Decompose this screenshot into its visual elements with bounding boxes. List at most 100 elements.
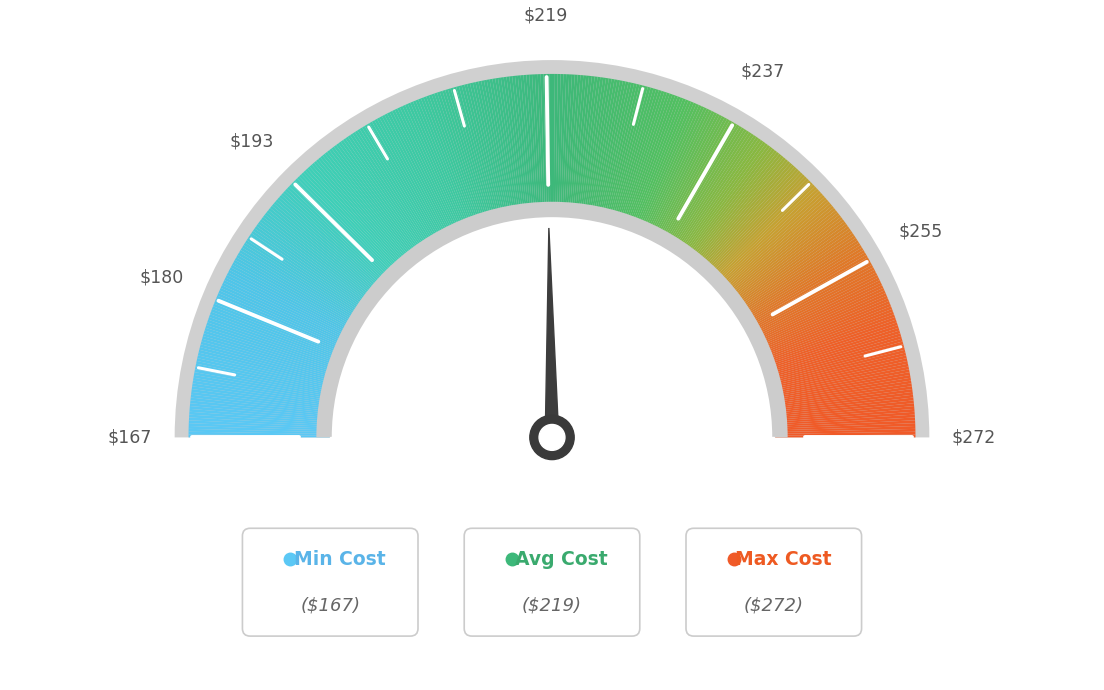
Wedge shape [418,99,473,231]
Wedge shape [331,147,418,261]
Wedge shape [595,81,626,220]
Wedge shape [199,347,337,384]
Wedge shape [761,314,895,364]
Wedge shape [329,148,417,262]
Wedge shape [694,159,788,269]
Wedge shape [680,140,763,257]
Wedge shape [702,170,800,276]
Text: $180: $180 [139,268,183,286]
Wedge shape [669,129,746,250]
Wedge shape [699,165,795,272]
Wedge shape [299,175,399,278]
Wedge shape [194,369,335,397]
Wedge shape [282,193,388,289]
Wedge shape [736,235,856,315]
Wedge shape [237,253,361,326]
Wedge shape [233,260,359,331]
Wedge shape [245,240,365,319]
Wedge shape [213,304,346,357]
Wedge shape [203,333,340,375]
Wedge shape [671,130,750,251]
Wedge shape [683,145,771,260]
Wedge shape [698,163,793,271]
Wedge shape [747,265,873,334]
Wedge shape [189,426,330,432]
Wedge shape [735,233,854,314]
Wedge shape [692,155,784,266]
Wedge shape [588,79,615,219]
Wedge shape [583,77,606,218]
Wedge shape [649,111,714,239]
Wedge shape [318,157,411,268]
Wedge shape [546,74,550,216]
Wedge shape [765,339,903,379]
Wedge shape [232,262,358,332]
Wedge shape [189,429,330,434]
Wedge shape [677,137,758,255]
Wedge shape [733,228,851,311]
Wedge shape [713,188,819,287]
Wedge shape [774,426,915,432]
Wedge shape [552,74,555,216]
Wedge shape [766,344,904,382]
Wedge shape [554,74,558,216]
Wedge shape [580,77,601,217]
Wedge shape [753,285,883,346]
Wedge shape [263,215,376,303]
Wedge shape [740,245,862,322]
Wedge shape [678,139,761,256]
Wedge shape [668,128,744,249]
Wedge shape [772,386,912,408]
Wedge shape [562,75,572,216]
Wedge shape [397,108,459,237]
Wedge shape [750,273,878,338]
Wedge shape [507,77,526,217]
Wedge shape [503,77,524,217]
Wedge shape [191,389,332,410]
Wedge shape [304,170,402,276]
Wedge shape [743,253,867,326]
Text: $255: $255 [899,223,943,241]
Wedge shape [314,161,408,270]
Wedge shape [258,221,373,307]
Wedge shape [689,152,779,264]
Wedge shape [541,74,546,216]
Wedge shape [561,75,570,216]
Wedge shape [201,339,339,379]
Wedge shape [708,179,809,281]
Wedge shape [712,186,817,286]
Wedge shape [295,179,396,281]
Wedge shape [256,224,372,308]
Wedge shape [631,99,686,231]
Wedge shape [657,117,728,243]
Wedge shape [721,201,830,295]
Wedge shape [730,219,845,306]
Wedge shape [771,375,911,401]
Wedge shape [773,409,914,422]
Wedge shape [767,347,905,384]
Wedge shape [195,366,335,396]
Wedge shape [756,296,888,353]
Wedge shape [655,115,722,242]
Wedge shape [765,336,902,377]
Wedge shape [514,75,531,217]
Wedge shape [725,210,838,300]
Wedge shape [592,80,620,219]
Wedge shape [696,161,790,270]
Wedge shape [194,372,333,400]
Wedge shape [270,206,381,297]
Wedge shape [585,78,609,218]
Text: Avg Cost: Avg Cost [514,549,607,569]
Wedge shape [214,301,347,356]
Wedge shape [549,74,552,216]
Wedge shape [768,361,907,393]
Circle shape [530,415,574,460]
Wedge shape [705,175,805,278]
Wedge shape [189,417,330,427]
Wedge shape [644,106,704,236]
Text: $272: $272 [952,428,996,446]
Wedge shape [437,92,484,227]
Wedge shape [512,76,530,217]
Wedge shape [343,139,426,256]
Wedge shape [635,101,691,233]
